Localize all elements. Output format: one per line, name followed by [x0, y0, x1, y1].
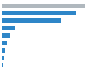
- Bar: [2, 26, 15, 30]
- Bar: [2, 33, 10, 38]
- Bar: [2, 48, 5, 53]
- Bar: [2, 4, 85, 8]
- Bar: [2, 56, 4, 60]
- Bar: [2, 41, 7, 45]
- Bar: [2, 63, 3, 67]
- Bar: [2, 11, 76, 15]
- Bar: [2, 18, 61, 23]
